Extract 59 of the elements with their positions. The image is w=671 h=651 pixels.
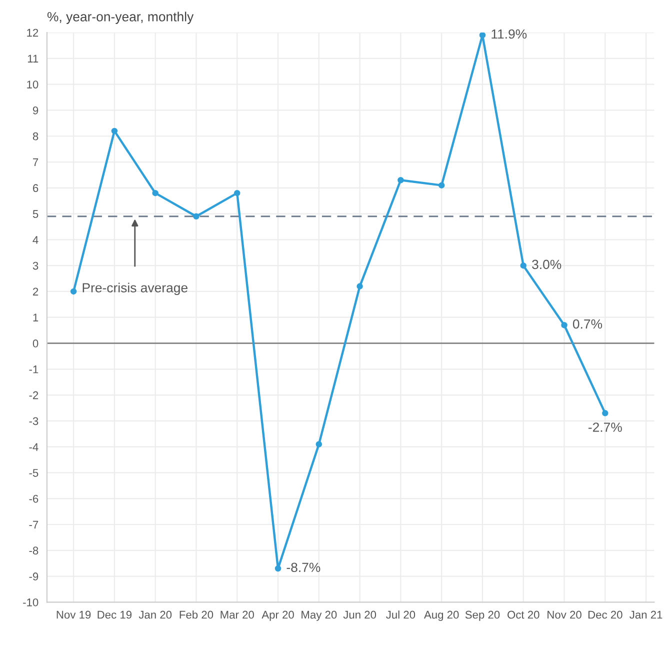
ref-line-label: Pre-crisis average <box>82 282 188 296</box>
y-tick-label: 4 <box>32 236 38 244</box>
point <box>561 322 568 328</box>
data-label: -8.7% <box>286 562 320 572</box>
point <box>152 190 158 196</box>
point <box>479 32 486 38</box>
y-tick-label: -7 <box>29 520 38 529</box>
data-label: 3.0% <box>532 260 562 270</box>
y-tick-label: 7 <box>33 158 38 166</box>
y-tick-label: 5 <box>32 210 38 218</box>
x-tick-label: Nov 20 <box>548 610 582 619</box>
x-tick-label: Jan 20 <box>138 610 172 619</box>
x-tick-label: Mar 20 <box>220 610 254 619</box>
point <box>70 288 77 295</box>
point <box>602 410 608 416</box>
data-label: -2.7% <box>588 422 622 432</box>
x-tick-label: Jun 20 <box>343 610 376 619</box>
point <box>274 565 282 572</box>
y-tick-label: 10 <box>27 80 38 88</box>
y-tick-label: 12 <box>27 28 38 37</box>
x-tick-label: Aug 20 <box>424 610 459 621</box>
data-label: 11.9% <box>492 29 527 39</box>
y-tick-label: -4 <box>29 443 38 451</box>
y-axis-title: %, year-on-year, monthly <box>47 12 194 24</box>
y-tick-label: 6 <box>33 184 38 192</box>
x-tick-label: Jul 20 <box>386 610 416 619</box>
point <box>193 213 200 220</box>
x-tick-label: Dec 20 <box>588 610 622 619</box>
y-tick-label: -5 <box>29 469 38 477</box>
x-tick-label: May 20 <box>302 610 337 621</box>
y-tick-label: 9 <box>32 106 38 114</box>
x-tick-label: Feb 20 <box>180 610 214 619</box>
y-tick-label: 11 <box>28 54 38 62</box>
y-tick-label: 3 <box>32 262 38 270</box>
point <box>438 182 445 188</box>
y-tick-label: -9 <box>29 572 38 580</box>
data-label: 0.7% <box>572 319 602 329</box>
point <box>234 190 240 196</box>
y-tick-label: 2 <box>33 288 38 296</box>
x-tick-label: Jan 21 <box>630 610 662 619</box>
x-tick-label: Sep 20 <box>465 610 500 621</box>
x-tick-label: Dec 19 <box>98 610 132 619</box>
x-tick-label: Oct 20 <box>508 610 540 619</box>
x-tick-label: Apr 20 <box>262 610 294 621</box>
y-tick-label: 1 <box>33 314 38 322</box>
y-tick-label: 0 <box>32 340 38 348</box>
y-tick-label: -10 <box>23 598 38 606</box>
y-tick-label: -3 <box>29 417 38 426</box>
point <box>520 262 526 269</box>
point <box>398 177 404 184</box>
y-tick-label: -6 <box>29 494 38 503</box>
y-tick-label: -8 <box>29 546 38 555</box>
y-tick-label: 8 <box>32 132 38 140</box>
y-tick-label: -2 <box>29 391 38 400</box>
x-tick-label: Nov 19 <box>56 610 91 619</box>
point <box>111 128 118 134</box>
point <box>356 283 363 290</box>
y-tick-label: -1 <box>29 366 38 374</box>
point <box>316 441 322 448</box>
